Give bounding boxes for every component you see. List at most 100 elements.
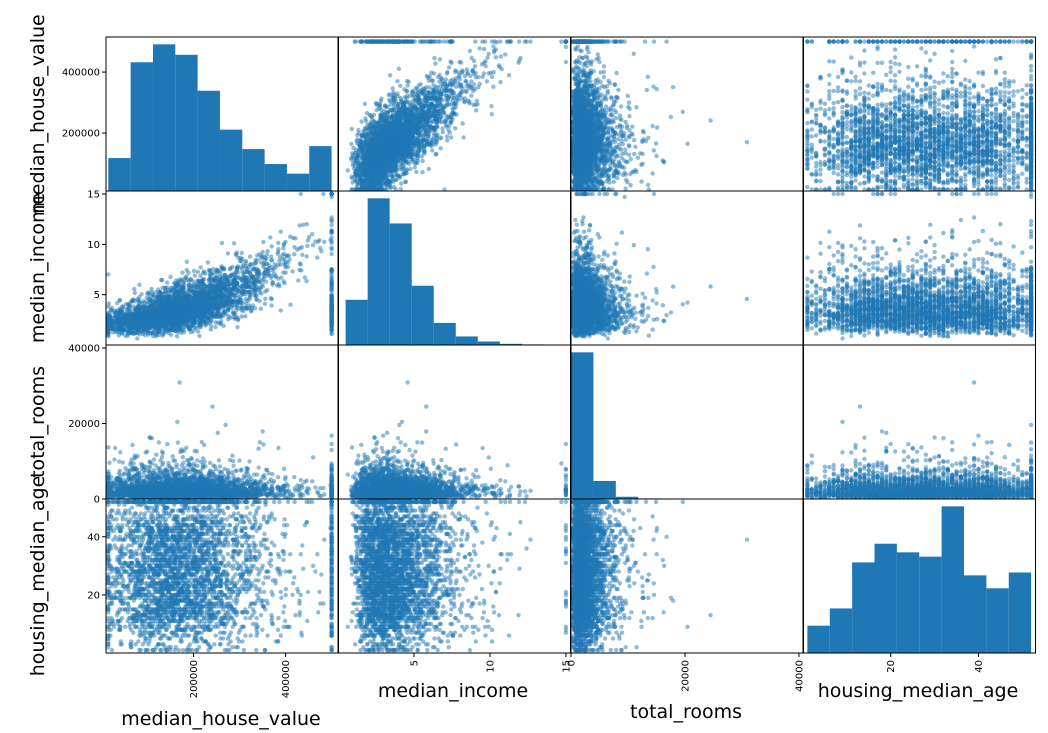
point bbox=[389, 149, 394, 154]
point bbox=[388, 92, 393, 97]
point bbox=[366, 135, 372, 140]
point bbox=[651, 39, 657, 44]
point bbox=[516, 39, 522, 44]
point bbox=[461, 135, 466, 140]
point bbox=[368, 187, 373, 191]
point bbox=[407, 39, 412, 44]
point bbox=[362, 101, 368, 107]
point bbox=[385, 157, 391, 162]
panels-layer bbox=[105, 36, 1036, 654]
point bbox=[411, 107, 416, 112]
point bbox=[601, 69, 607, 75]
point bbox=[457, 77, 463, 82]
point bbox=[489, 112, 494, 117]
point bbox=[371, 174, 377, 179]
point bbox=[390, 128, 395, 133]
point bbox=[361, 129, 366, 134]
point bbox=[413, 110, 419, 115]
point bbox=[446, 65, 452, 70]
point bbox=[444, 93, 449, 98]
point bbox=[445, 138, 450, 143]
point bbox=[377, 132, 382, 137]
point bbox=[349, 126, 354, 132]
point bbox=[460, 86, 465, 91]
point bbox=[393, 187, 398, 191]
point bbox=[404, 96, 410, 101]
point bbox=[381, 136, 387, 141]
point bbox=[613, 144, 619, 150]
point bbox=[396, 109, 402, 114]
point bbox=[430, 95, 435, 100]
point bbox=[385, 110, 391, 115]
point bbox=[439, 119, 444, 125]
point bbox=[498, 54, 503, 59]
point bbox=[403, 137, 408, 142]
point bbox=[398, 144, 404, 149]
point bbox=[388, 102, 393, 107]
point bbox=[437, 39, 443, 44]
point bbox=[387, 73, 393, 78]
point bbox=[668, 114, 674, 120]
point bbox=[394, 157, 400, 162]
point bbox=[407, 116, 413, 121]
point bbox=[493, 47, 499, 52]
point bbox=[368, 181, 373, 186]
point bbox=[376, 39, 381, 44]
hist-bar-median-house-value-4 bbox=[197, 90, 220, 191]
point bbox=[631, 51, 636, 56]
point bbox=[422, 126, 427, 131]
point bbox=[385, 184, 390, 189]
point bbox=[414, 90, 420, 95]
point bbox=[464, 79, 469, 84]
point bbox=[633, 144, 638, 149]
point bbox=[358, 187, 364, 191]
point bbox=[384, 147, 389, 153]
point bbox=[397, 39, 402, 44]
point bbox=[408, 166, 413, 172]
point bbox=[355, 137, 360, 142]
point bbox=[375, 179, 380, 184]
point bbox=[473, 70, 478, 76]
point bbox=[449, 135, 454, 140]
hist-bar-median-house-value-7 bbox=[264, 164, 287, 191]
point bbox=[424, 99, 429, 104]
point bbox=[374, 101, 379, 106]
point bbox=[427, 104, 433, 109]
point bbox=[448, 88, 453, 93]
point bbox=[433, 85, 438, 91]
point bbox=[450, 95, 455, 101]
point bbox=[462, 99, 467, 104]
point bbox=[410, 157, 415, 162]
point bbox=[397, 173, 402, 179]
point bbox=[357, 141, 363, 146]
point bbox=[358, 172, 363, 178]
point bbox=[384, 118, 389, 123]
point bbox=[416, 149, 422, 154]
point bbox=[409, 121, 414, 127]
point bbox=[364, 119, 369, 124]
point bbox=[441, 39, 446, 44]
point bbox=[452, 102, 458, 107]
hist-bar-median-house-value-1 bbox=[130, 62, 153, 191]
point bbox=[365, 158, 370, 163]
point bbox=[437, 111, 443, 117]
point bbox=[395, 79, 400, 84]
point bbox=[412, 121, 417, 126]
point bbox=[359, 162, 364, 168]
point bbox=[467, 99, 472, 105]
point bbox=[354, 187, 359, 191]
point bbox=[388, 161, 393, 167]
point bbox=[397, 151, 402, 156]
point bbox=[444, 134, 450, 139]
point bbox=[415, 121, 421, 126]
point bbox=[430, 148, 435, 153]
point bbox=[356, 148, 361, 153]
point bbox=[377, 168, 382, 173]
point bbox=[473, 39, 478, 44]
panel-median-house-value-vs-total-rooms bbox=[570, 36, 804, 192]
point bbox=[409, 134, 415, 139]
point bbox=[384, 127, 390, 132]
point bbox=[419, 154, 424, 159]
point bbox=[402, 146, 408, 152]
point bbox=[365, 161, 370, 167]
